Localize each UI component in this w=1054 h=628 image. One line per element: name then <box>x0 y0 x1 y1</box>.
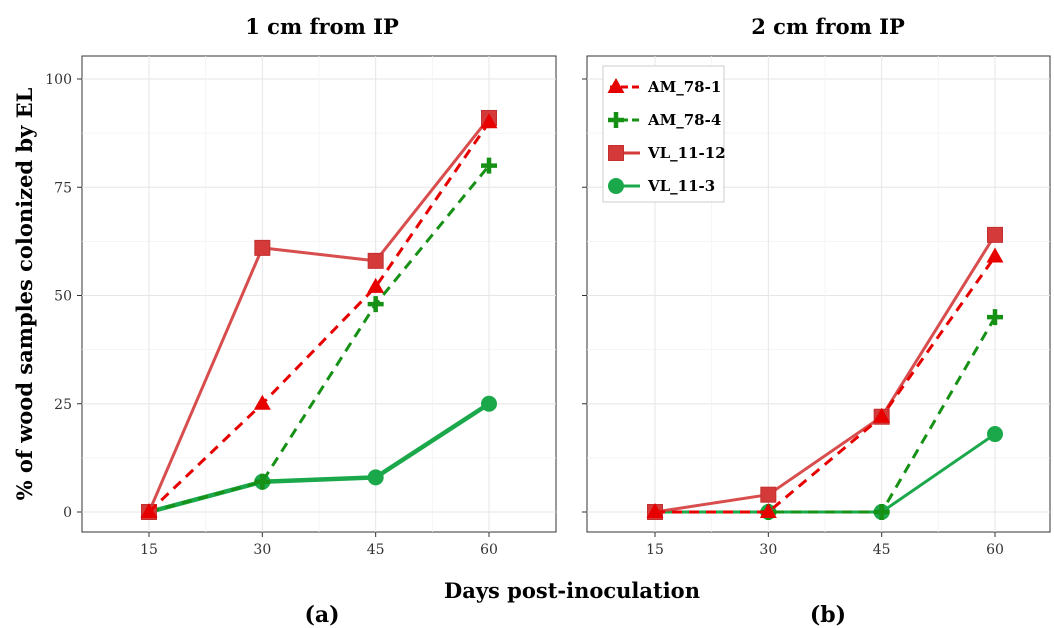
panel-a-point-vl-11-12 <box>367 252 384 269</box>
panel-b-point-vl-11-3 <box>987 426 1003 443</box>
panel-a-point-am-78-1 <box>140 503 158 518</box>
legend-box <box>602 65 725 203</box>
panel-b-xtick-label: 45 <box>873 542 891 558</box>
legend-marker-vl-11-3 <box>608 178 624 194</box>
panel-b-point-vl-11-12 <box>987 226 1003 243</box>
panel-a-xtick-label: 60 <box>480 542 498 558</box>
panel-a-label: (a) <box>304 602 339 628</box>
panel-b-xtick-label: 60 <box>986 542 1004 558</box>
panel-a-point-am-78-1 <box>367 277 385 293</box>
legend-marker-vl-11-12 <box>608 145 624 161</box>
panel-a-series <box>140 109 498 520</box>
y-axis-label: % of wood samples colonized by EL <box>12 87 37 500</box>
panel-a-title: 1 cm from IP <box>245 14 399 39</box>
panel-a-point-vl-11-3 <box>367 469 384 486</box>
panel-b-point-am-78-1 <box>646 503 664 518</box>
panel-b-point-am-78-4 <box>873 504 890 520</box>
panel-b-line-vl-11-12 <box>654 234 997 514</box>
legend-label-vl-11-3: VL_11-3 <box>647 177 715 195</box>
panel-b-point-am-78-1 <box>873 407 891 423</box>
panel-a-point-am-78-4 <box>254 473 271 490</box>
panel-a-ytick-label: 50 <box>54 289 72 305</box>
panel-a-ytick-label: 25 <box>54 397 72 413</box>
panel-a-point-am-78-1 <box>253 394 271 410</box>
panel-a-xtick-label: 15 <box>140 542 158 558</box>
panel-b-point-am-78-1 <box>759 503 777 518</box>
panel-a-ticks: 0 25 50 75 100 15 30 45 60 <box>45 72 498 558</box>
panel-a-xtick-label: 30 <box>253 542 271 558</box>
panel-b-xtick-label: 15 <box>646 542 664 558</box>
panel-b-point-am-78-1 <box>986 247 1004 263</box>
panel-a-point-vl-11-3 <box>481 395 497 412</box>
panel-a-point-am-78-4 <box>481 157 497 174</box>
x-axis-label: Days post-inoculation <box>444 578 700 603</box>
legend-marker-am-78-1 <box>607 78 625 93</box>
legend-marker-am-78-4 <box>608 112 624 128</box>
panel-b-label: (b) <box>810 602 846 628</box>
legend-label-am-78-1: AM_78-1 <box>647 78 721 96</box>
panel-a-ytick-label: 75 <box>54 180 72 196</box>
legend: AM_78-1 AM_78-4 VL_11-12 VL_11-3 <box>602 65 726 203</box>
panel-b-point-am-78-4 <box>987 309 1003 326</box>
panel-b-frame <box>586 55 1051 533</box>
legend-label-vl-11-12: VL_11-12 <box>647 144 726 162</box>
panel-b-title: 2 cm from IP <box>751 14 905 39</box>
panel-a-ytick-label: 100 <box>45 72 72 88</box>
panel-b-ticks: 15 30 45 60 <box>582 78 1004 558</box>
panel-b-series <box>646 226 1004 520</box>
panel-a-point-vl-11-12 <box>254 239 271 256</box>
panel-a-line-am-78-4 <box>148 164 491 514</box>
panel-a-line-vl-11-12 <box>147 117 491 513</box>
panel-b-point-vl-11-12 <box>760 486 777 503</box>
legend-label-am-78-4: AM_78-4 <box>647 111 721 129</box>
panel-a-line-am-78-1 <box>147 121 491 514</box>
panel-b-xtick-label: 30 <box>759 542 777 558</box>
panel-a-point-am-78-4 <box>367 296 384 313</box>
panel-a-point-am-78-1 <box>480 113 498 129</box>
panel-a-grid <box>82 56 556 532</box>
panel-b-line-am-78-1 <box>655 255 997 514</box>
panel-a-xtick-label: 45 <box>367 542 385 558</box>
panel-a-ytick-label: 0 <box>63 505 72 521</box>
